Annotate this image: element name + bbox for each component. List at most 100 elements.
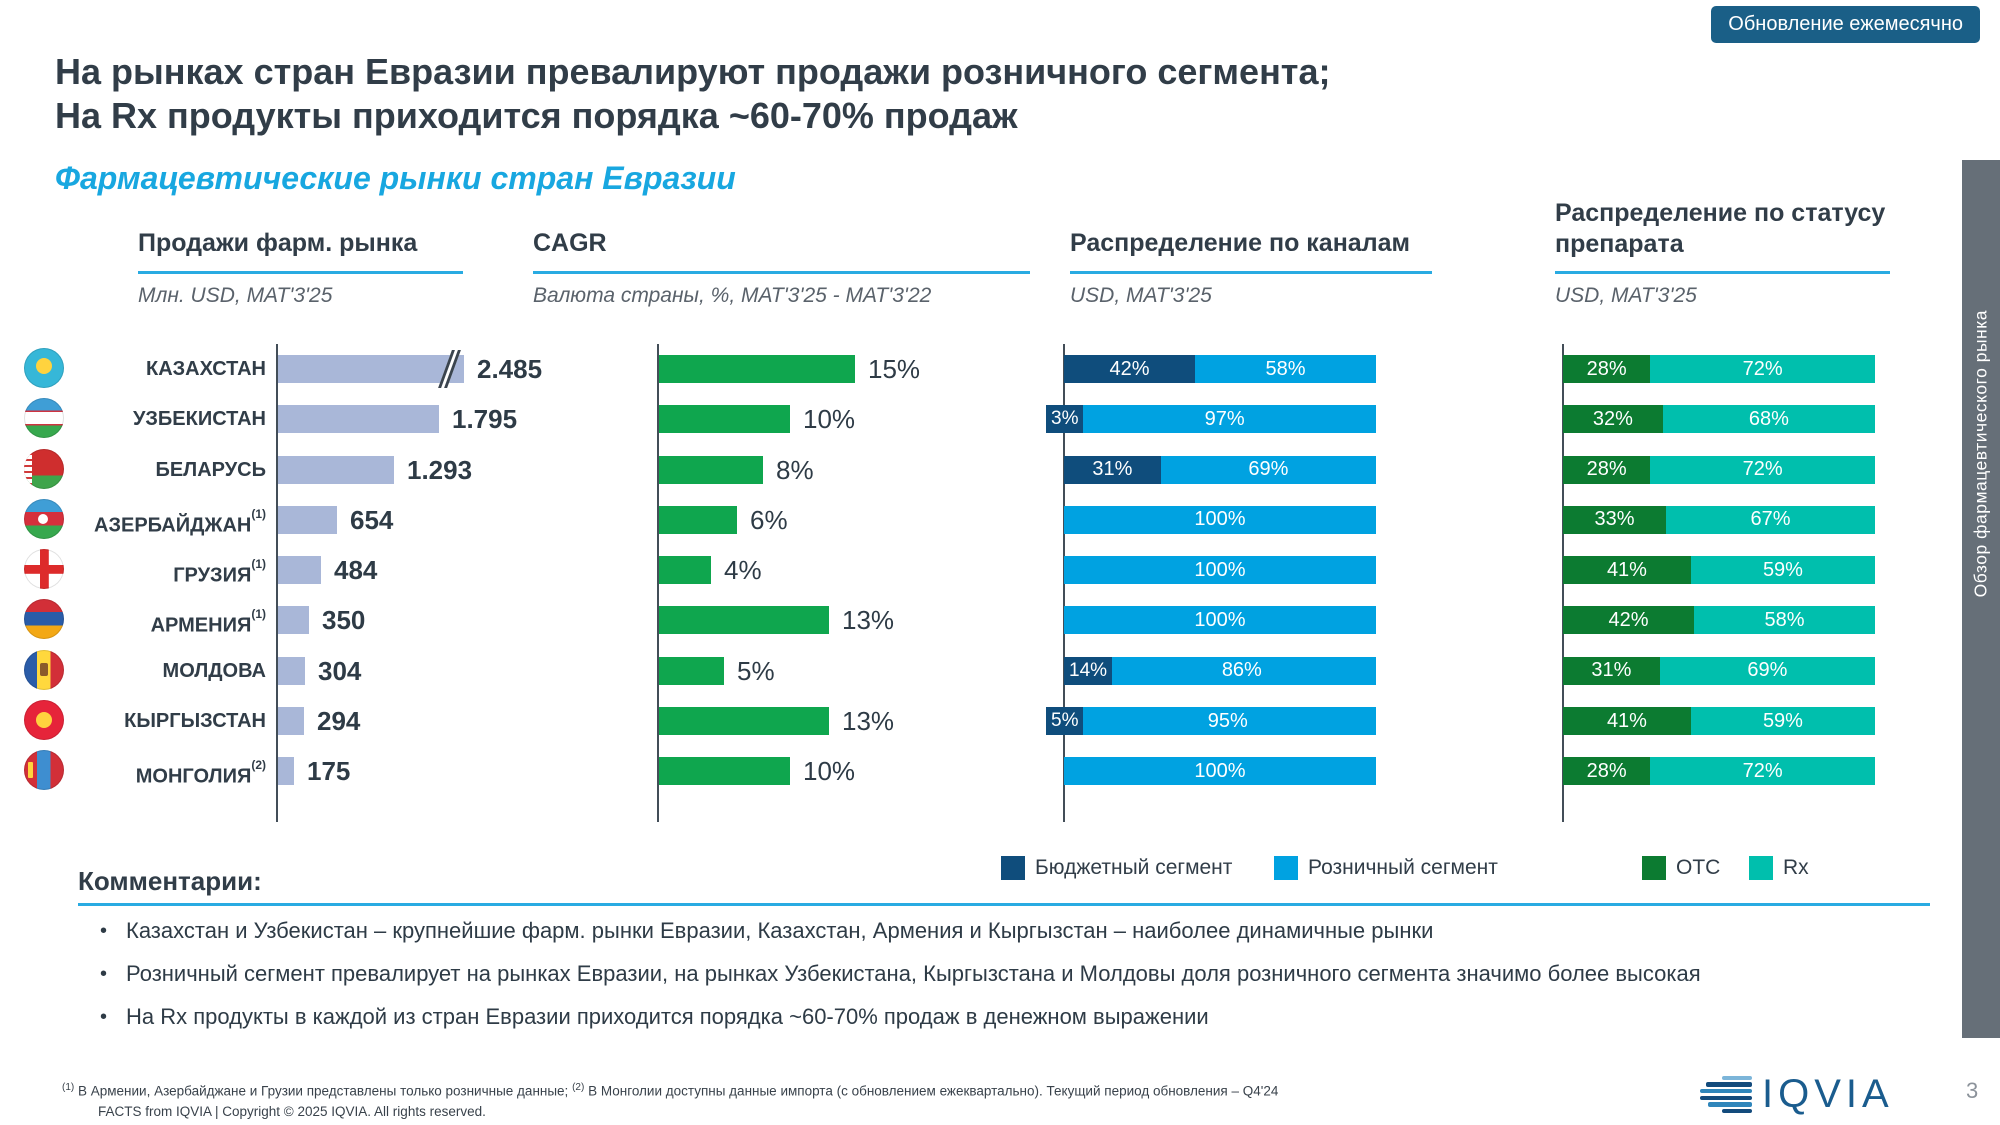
sales-value: 350 (322, 605, 366, 636)
copyright-text: FACTS from IQVIA | Copyright © 2025 IQVI… (98, 1104, 486, 1119)
legend-label-budget: Бюджетный сегмент (1035, 856, 1233, 879)
retail-segment: 100% (1064, 606, 1376, 635)
budget-segment: 31% (1064, 455, 1161, 484)
cagr-bar (659, 707, 829, 736)
retail-segment: 100% (1064, 505, 1376, 534)
cagr-bar (659, 455, 763, 484)
otc-segment: 41% (1563, 707, 1691, 736)
flag-by-icon (24, 448, 64, 489)
flag-kg-icon (24, 700, 64, 741)
iqvia-logo: IQVIA (1700, 1072, 1894, 1117)
sales-bar (278, 556, 321, 585)
footnote-marker: (1) (62, 1082, 75, 1093)
sales-bar (278, 707, 304, 736)
flag-ge-icon (24, 549, 64, 590)
country-label: БЕЛАРУСЬ (155, 458, 266, 481)
footnote-text: (1) В Армении, Азербайджане и Грузии пре… (62, 1082, 1278, 1099)
legend-item-otc: OTC (1642, 856, 1720, 880)
legend-label-retail: Розничный сегмент (1308, 856, 1498, 879)
cagr-value: 4% (724, 555, 762, 586)
country-label: МОЛДОВА (162, 659, 266, 682)
cagr-value: 15% (868, 354, 921, 384)
flag-am-icon (24, 599, 64, 640)
cagr-value: 13% (842, 706, 895, 737)
footnote-1: В Армении, Азербайджане и Грузии предста… (78, 1083, 569, 1099)
country-label: АЗЕРБАЙДЖАН(1) (94, 506, 266, 537)
retail-segment: 97% (1073, 405, 1376, 434)
rx-segment: 59% (1690, 707, 1875, 736)
header-underline (1555, 271, 1890, 274)
retail-segment: 86% (1107, 656, 1376, 685)
sales-bar (278, 405, 439, 434)
rx-segment: 68% (1662, 405, 1875, 434)
retail-segment: 58% (1195, 355, 1376, 383)
cagr-bar (659, 405, 790, 434)
sales-bar (278, 606, 309, 635)
sales-value: 484 (334, 555, 378, 586)
channel-bar: 42% 58% (1064, 355, 1376, 383)
status-bar: 32% 68% (1563, 405, 1875, 434)
status-bar: 31% 69% (1563, 656, 1875, 685)
page-title-line2: На Rx продукты приходится порядка ~60-70… (55, 95, 1018, 137)
cagr-value: 6% (750, 504, 788, 535)
channel-bar: 100% (1064, 757, 1376, 786)
page-subtitle: Фармацевтические рынки стран Евразии (55, 160, 736, 196)
header-underline (138, 271, 463, 274)
cagr-bar (659, 355, 855, 383)
retail-segment: 100% (1064, 757, 1376, 786)
cagr-bar (659, 656, 724, 685)
country-row: АЗЕРБАЙДЖАН(1) 654 6% 100% 33% 67% (0, 498, 1960, 556)
sales-value: 654 (350, 504, 394, 535)
legend-item-budget: Бюджетный сегмент (1001, 856, 1232, 880)
otc-segment: 28% (1563, 757, 1651, 786)
header-underline (533, 271, 1030, 274)
otc-segment: 28% (1563, 455, 1651, 484)
status-bar: 42% 58% (1563, 606, 1875, 635)
legend-swatch-budget (1001, 856, 1025, 880)
axis-break-icon (438, 350, 461, 388)
otc-segment: 41% (1563, 556, 1691, 585)
column-header-sales: Продажи фарм. рынка (138, 229, 418, 257)
channel-bar: 100% (1064, 606, 1376, 635)
otc-segment: 42% (1563, 606, 1695, 635)
comments-heading: Комментарии: (78, 866, 262, 896)
otc-segment: 31% (1563, 656, 1660, 685)
charts-grid: КАЗАХСТАН 2.485 15% 42% 58% 28% 72% УЗБЕКИСТАН 1… (0, 348, 1960, 808)
flag-az-icon (24, 498, 64, 539)
page-number: 3 (1966, 1078, 1979, 1103)
sales-value: 304 (318, 655, 362, 686)
channel-bar: 3% 97% (1046, 405, 1376, 434)
legend-swatch-otc (1642, 856, 1666, 880)
sales-value: 2.485 (477, 354, 543, 384)
country-note: (1) (251, 557, 266, 572)
country-row: ГРУЗИЯ(1) 484 4% 100% 41% 59% (0, 549, 1960, 606)
otc-segment: 32% (1563, 405, 1663, 434)
legend-swatch-retail (1274, 856, 1298, 880)
sales-value: 175 (307, 756, 351, 787)
cagr-bar (659, 757, 790, 786)
country-row: МОЛДОВА 304 5% 14% 86% 31% 69% (0, 649, 1960, 707)
iqvia-logo-lines-icon (1700, 1075, 1752, 1114)
chart-axis (657, 344, 659, 822)
footnote-2: В Монголии доступны данные импорта (с об… (588, 1083, 1279, 1099)
cagr-value: 10% (803, 404, 856, 435)
country-label: УЗБЕКИСТАН (132, 408, 266, 431)
country-label: МОНГОЛИЯ(2) (135, 758, 266, 789)
cagr-value: 10% (803, 756, 856, 787)
legend-item-retail: Розничный сегмент (1274, 856, 1498, 880)
budget-segment: 42% (1064, 355, 1196, 383)
legend-label-rx: Rx (1783, 856, 1809, 879)
legend-label-otc: OTC (1676, 856, 1721, 879)
channel-bar: 5% 95% (1046, 707, 1376, 736)
country-row: БЕЛАРУСЬ 1.293 8% 31% 69% 28% 72% (0, 448, 1960, 506)
comments-underline (78, 903, 1930, 906)
cagr-value: 5% (737, 655, 775, 686)
status-bar: 28% 72% (1563, 455, 1875, 484)
column-subheader-sales: Млн. USD, MAT'3'25 (138, 284, 333, 307)
status-bar: 28% 72% (1563, 355, 1875, 383)
rx-segment: 69% (1659, 656, 1875, 685)
side-tab-label: Обзор фармацевтического рынка (1970, 310, 1991, 598)
channel-bar: 100% (1064, 505, 1376, 534)
country-label: КЫРГЫЗСТАН (124, 710, 266, 733)
sales-bar (278, 350, 464, 388)
